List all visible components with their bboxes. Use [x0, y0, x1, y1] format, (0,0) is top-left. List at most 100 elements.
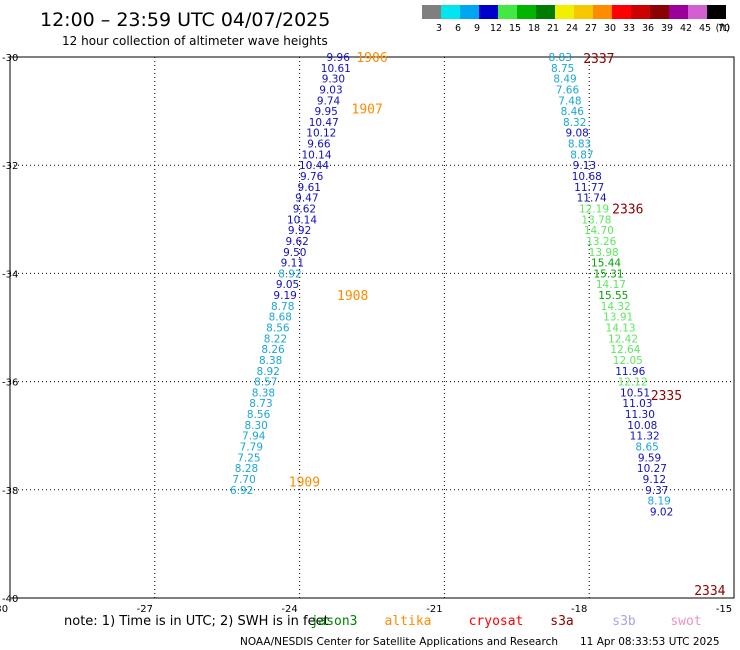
x-tick-label: -15	[716, 604, 732, 615]
y-tick-label: -32	[2, 161, 18, 172]
wave-height-label: 10.12	[306, 128, 336, 140]
wave-height-label: 10.27	[637, 463, 667, 475]
legend-swatch	[460, 5, 479, 19]
wave-height-label: 15.31	[593, 268, 623, 280]
pass-time-label: 1909	[289, 476, 320, 491]
axis-ticks: -30 -27 -24 -21 -18 -15 -30 -32 -34 -36 -38 -40	[0, 53, 732, 615]
wave-height-label: 14.17	[596, 279, 626, 291]
wave-height-label: 9.02	[650, 506, 673, 518]
y-tick-label: -34	[2, 269, 18, 280]
wave-height-label: 7.94	[242, 431, 266, 443]
wave-height-label: 9.03	[319, 84, 342, 96]
pass-labels: 1906 1907 1908 1909 2337 2336 2335 2334	[289, 51, 726, 599]
pass-time-label: 2334	[694, 584, 725, 599]
pass-time-label: 1907	[352, 102, 383, 117]
wave-height-label: 14.70	[584, 225, 614, 237]
wave-height-label: 11.03	[622, 398, 652, 410]
legend-label: 6	[455, 23, 461, 34]
legend-label: 18	[528, 23, 540, 34]
pass-time-label: 2337	[583, 52, 614, 67]
x-tick-label: -24	[281, 604, 297, 615]
legend-swatch	[441, 5, 460, 19]
grid-lines	[10, 57, 734, 598]
wave-height-label: 10.47	[309, 117, 339, 129]
legend-label: 21	[547, 23, 559, 34]
legend-swatch	[650, 5, 669, 19]
wave-height-label: 15.55	[598, 290, 628, 302]
wave-height-label: 8.38	[259, 355, 282, 367]
wave-height-label: 9.66	[307, 139, 331, 151]
wave-height-label: 9.59	[638, 452, 661, 464]
legend-label: 36	[642, 23, 654, 34]
wave-height-label: 11.96	[615, 366, 645, 378]
wave-height-label: 8.65	[635, 442, 658, 454]
wave-height-label: 9.47	[295, 193, 318, 205]
wave-height-label: 9.74	[317, 95, 341, 107]
wave-height-label: 12.42	[608, 333, 638, 345]
data-labels: 9.9610.619.309.039.749.9510.4710.129.661…	[230, 52, 673, 518]
satellite-label: jason3	[311, 614, 358, 629]
satellite-label: s3a	[550, 614, 573, 629]
wave-height-label: 9.96	[327, 52, 351, 64]
footer-timestamp: 11 Apr 08:33:53 UTC 2025	[580, 636, 720, 648]
wave-height-label: 9.05	[276, 279, 299, 291]
wave-height-label: 14.13	[606, 323, 636, 335]
wave-height-label: 8.75	[551, 63, 574, 75]
wave-height-label: 8.46	[561, 106, 585, 118]
x-tick-label: -18	[571, 604, 587, 615]
wave-height-label: 13.78	[581, 214, 611, 226]
pass-time-label: 2336	[612, 202, 643, 217]
wave-height-label: 8.22	[264, 333, 287, 345]
pass-time-label: 1906	[356, 51, 387, 66]
wave-height-label: 8.57	[254, 377, 277, 389]
wave-height-label: 13.26	[586, 236, 616, 248]
wave-height-label: 10.14	[287, 214, 317, 226]
legend-swatch	[517, 5, 536, 19]
wave-height-label: 9.37	[645, 485, 668, 497]
legend-label: 33	[623, 23, 635, 34]
wave-height-label: 9.92	[288, 225, 311, 237]
wave-height-label: 10.08	[627, 420, 657, 432]
legend-swatch	[479, 5, 498, 19]
y-tick-label: -40	[2, 594, 18, 605]
wave-height-label: 9.95	[314, 106, 337, 118]
wave-height-label: 10.61	[321, 63, 351, 75]
wave-height-label: 8.87	[570, 149, 593, 161]
wave-height-label: 7.79	[240, 442, 263, 454]
plot-frame	[9, 56, 735, 599]
wave-height-label: 8.92	[257, 366, 280, 378]
wave-height-label: 8.56	[247, 409, 271, 421]
wave-height-label: 8.92	[278, 268, 301, 280]
footer-note: note: 1) Time is in UTC; 2) SWH is in fe…	[64, 614, 329, 629]
wave-height-label: 15.44	[591, 258, 621, 270]
wave-height-label: 9.62	[293, 203, 316, 215]
legend-label: 27	[585, 23, 597, 34]
x-tick-label: -21	[426, 604, 442, 615]
wave-height-label: 9.50	[283, 247, 306, 259]
chart-title: 12:00 – 23:59 UTC 04/07/2025	[40, 9, 330, 31]
legend-swatch	[498, 5, 517, 19]
wave-height-label: 10.14	[301, 149, 331, 161]
legend-label: 45	[699, 23, 711, 34]
legend-label: 15	[509, 23, 521, 34]
pass-time-label: 2335	[651, 389, 682, 404]
wave-height-label: 12.05	[613, 355, 643, 367]
satellite-label: s3b	[612, 614, 636, 629]
pass-time-label: 1908	[337, 289, 368, 304]
legend-label: 9	[474, 23, 480, 34]
chart-subtitle: 12 hour collection of altimeter wave hei…	[62, 34, 328, 48]
wave-height-label: 8.28	[235, 463, 258, 475]
legend-swatch	[555, 5, 574, 19]
wave-height-label: 7.70	[232, 474, 255, 486]
wave-height-label: 10.51	[620, 387, 650, 399]
satellite-label: cryosat	[469, 614, 524, 629]
wave-height-label: 8.68	[269, 312, 292, 324]
wave-height-label: 9.76	[300, 171, 324, 183]
wave-height-label: 9.30	[322, 74, 345, 86]
wave-height-label: 7.25	[237, 452, 260, 464]
legend-swatch	[612, 5, 631, 19]
y-tick-label: -36	[2, 378, 18, 389]
legend-swatch	[669, 5, 688, 19]
wave-height-label: 9.62	[285, 236, 308, 248]
y-tick-label: -30	[2, 53, 18, 64]
